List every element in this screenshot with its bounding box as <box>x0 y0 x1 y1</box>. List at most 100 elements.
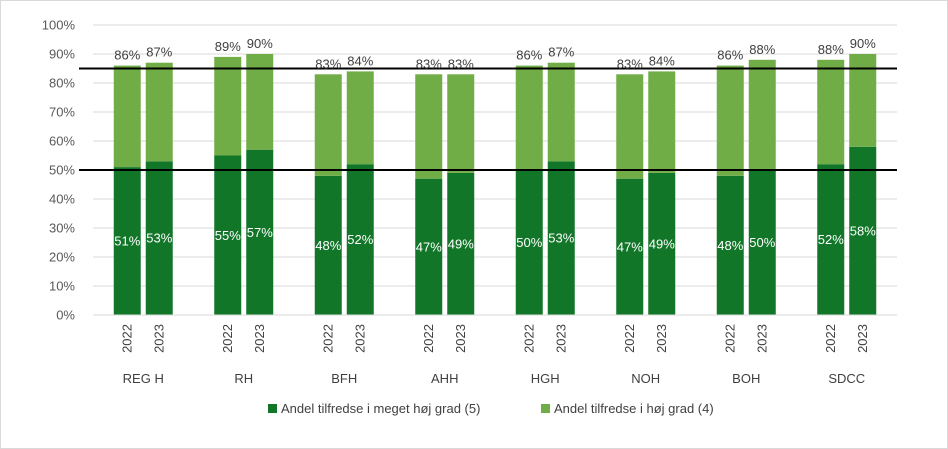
x-year-label: 2022 <box>622 324 637 353</box>
data-label-meget-hoj-grad: 51% <box>114 234 140 249</box>
x-year-label: 2023 <box>352 324 367 353</box>
data-label-total: 90% <box>850 36 876 51</box>
x-year-label: 2023 <box>453 324 468 353</box>
x-category-label: NOH <box>631 371 660 386</box>
bars <box>113 54 877 315</box>
data-label-meget-hoj-grad: 48% <box>717 238 743 253</box>
data-label-total: 86% <box>717 48 743 63</box>
data-label-total: 84% <box>649 53 675 68</box>
x-year-label: 2022 <box>119 324 134 353</box>
x-category-label: BFH <box>331 371 357 386</box>
bar-meget-hoj-grad <box>346 164 374 315</box>
data-label-meget-hoj-grad: 57% <box>247 225 273 240</box>
bar-hoj-grad <box>447 74 475 173</box>
data-label-total: 83% <box>617 56 643 71</box>
x-year-label: 2023 <box>252 324 267 353</box>
x-category-label: BOH <box>732 371 760 386</box>
data-label-meget-hoj-grad: 53% <box>146 231 172 246</box>
data-label-total: 84% <box>347 53 373 68</box>
x-category-label: HGH <box>531 371 560 386</box>
x-axis: 2022 2023 REG H 2022 2023 RH 2022 2023 BFH 2022 20… <box>93 314 897 386</box>
bar-hoj-grad <box>648 71 676 173</box>
data-label-total: 83% <box>448 56 474 71</box>
bar-hoj-grad <box>748 59 776 170</box>
bar-meget-hoj-grad <box>716 175 744 315</box>
legend-label-hoj-grad: Andel tilfredse i høj grad (4) <box>554 401 714 416</box>
y-tick-label: 20% <box>49 250 75 265</box>
data-label-meget-hoj-grad: 52% <box>347 232 373 247</box>
data-label-total: 83% <box>416 56 442 71</box>
bar-meget-hoj-grad <box>515 170 543 315</box>
y-tick-label: 60% <box>49 134 75 149</box>
bar-meget-hoj-grad <box>648 172 676 315</box>
x-year-label: 2023 <box>553 324 568 353</box>
bar-hoj-grad <box>246 54 274 150</box>
bar-meget-hoj-grad <box>246 149 274 315</box>
x-year-label: 2022 <box>421 324 436 353</box>
bar-hoj-grad <box>616 74 644 179</box>
legend-swatch-hoj-grad <box>541 404 550 413</box>
bar-hoj-grad <box>716 65 744 176</box>
y-tick-label: 100% <box>42 18 76 33</box>
bar-meget-hoj-grad <box>616 178 644 315</box>
bar-meget-hoj-grad <box>145 161 173 315</box>
x-year-label: 2023 <box>654 324 669 353</box>
data-labels: 51% 86% 53% 87% 55% 89% 57% 90% 48% 83% 52% 84% 47% 8… <box>114 36 876 254</box>
data-label-total: 86% <box>516 48 542 63</box>
bar-meget-hoj-grad <box>817 164 845 315</box>
data-label-total: 87% <box>146 45 172 60</box>
data-label-total: 87% <box>548 45 574 60</box>
x-category-label: REG H <box>123 371 164 386</box>
data-label-meget-hoj-grad: 52% <box>818 232 844 247</box>
bar-hoj-grad <box>346 71 374 165</box>
data-label-meget-hoj-grad: 49% <box>448 236 474 251</box>
data-label-meget-hoj-grad: 55% <box>215 228 241 243</box>
bar-meget-hoj-grad <box>314 175 342 315</box>
data-label-meget-hoj-grad: 50% <box>749 235 775 250</box>
x-year-label: 2022 <box>220 324 235 353</box>
x-category-label: AHH <box>431 371 458 386</box>
bar-meget-hoj-grad <box>447 172 475 315</box>
bar-hoj-grad <box>145 62 173 162</box>
data-label-meget-hoj-grad: 49% <box>649 236 675 251</box>
data-label-total: 86% <box>114 48 140 63</box>
x-year-label: 2022 <box>722 324 737 353</box>
bar-hoj-grad <box>547 62 575 162</box>
data-label-meget-hoj-grad: 47% <box>617 239 643 254</box>
bar-hoj-grad <box>415 74 443 179</box>
bar-meget-hoj-grad <box>415 178 443 315</box>
bar-meget-hoj-grad <box>748 170 776 315</box>
data-label-total: 90% <box>247 36 273 51</box>
bar-hoj-grad <box>214 56 242 156</box>
y-tick-label: 30% <box>49 221 75 236</box>
bar-meget-hoj-grad <box>547 161 575 315</box>
bar-meget-hoj-grad <box>849 146 877 315</box>
x-year-label: 2023 <box>151 324 166 353</box>
y-tick-label: 40% <box>49 192 75 207</box>
y-axis-tick-labels: 0% 10% 20% 30% 40% 50% 60% 70% 80% 90% 100% <box>42 18 76 323</box>
x-year-label: 2023 <box>754 324 769 353</box>
data-label-meget-hoj-grad: 53% <box>548 231 574 246</box>
x-year-label: 2023 <box>855 324 870 353</box>
y-tick-label: 0% <box>56 308 75 323</box>
y-tick-label: 50% <box>49 163 75 178</box>
x-year-label: 2022 <box>521 324 536 353</box>
y-tick-label: 10% <box>49 279 75 294</box>
bar-hoj-grad <box>515 65 543 170</box>
data-label-meget-hoj-grad: 48% <box>315 238 341 253</box>
y-tick-label: 90% <box>49 47 75 62</box>
bar-hoj-grad <box>314 74 342 176</box>
legend-label-meget-hoj-grad: Andel tilfredse i meget høj grad (5) <box>281 401 480 416</box>
legend-swatch-meget-hoj-grad <box>268 404 277 413</box>
data-label-total: 89% <box>215 39 241 54</box>
x-category-label: RH <box>234 371 253 386</box>
x-year-label: 2022 <box>320 324 335 353</box>
data-label-meget-hoj-grad: 58% <box>850 223 876 238</box>
data-label-total: 88% <box>749 42 775 57</box>
data-label-total: 83% <box>315 56 341 71</box>
y-tick-label: 70% <box>49 105 75 120</box>
data-label-meget-hoj-grad: 50% <box>516 235 542 250</box>
x-year-label: 2022 <box>823 324 838 353</box>
bar-hoj-grad <box>817 59 845 165</box>
